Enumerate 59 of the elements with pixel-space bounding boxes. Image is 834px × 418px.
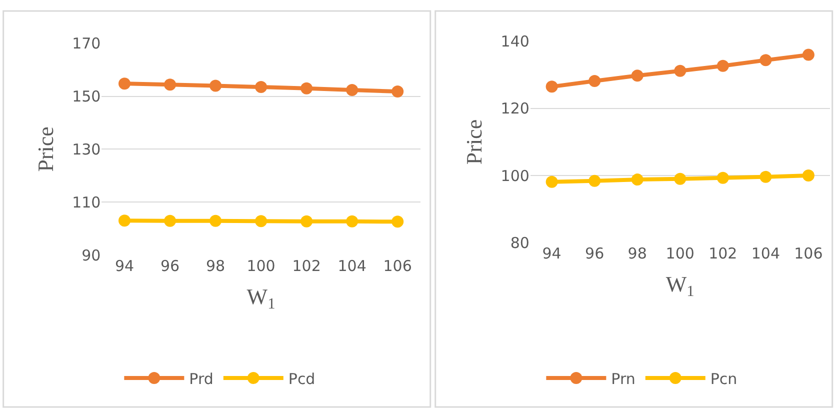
y-tick-label: 150 <box>72 88 101 106</box>
point <box>164 78 176 91</box>
point <box>118 214 131 227</box>
y-tick-label: 170 <box>72 34 101 53</box>
legend-label: Pcn <box>710 370 738 388</box>
legend-label: Prd <box>189 370 214 388</box>
y-tick-label: 120 <box>500 100 530 118</box>
point <box>716 172 729 184</box>
point <box>716 60 729 72</box>
point <box>631 70 644 82</box>
point <box>346 215 358 228</box>
point <box>546 176 558 188</box>
point <box>674 64 686 77</box>
y-tick-label: 140 <box>500 32 530 51</box>
x-tick-label: 94 <box>114 257 134 275</box>
point <box>346 84 358 96</box>
y-axis-title: Price <box>462 119 487 165</box>
x-tick-label: 94 <box>542 244 562 263</box>
point <box>631 174 644 186</box>
y-tick-label: 110 <box>72 193 101 212</box>
x-tick-label: 98 <box>206 257 226 275</box>
y-tick-label: 130 <box>72 140 101 158</box>
x-axis-title: W$_{1}$ <box>246 284 276 313</box>
x-tick-label: 102 <box>708 244 738 263</box>
y-tick-label: 80 <box>510 234 530 252</box>
y-axis-title: Price <box>32 126 58 172</box>
y-tick-label: 100 <box>500 166 530 185</box>
point <box>210 214 222 227</box>
x-tick-label: 100 <box>246 257 276 275</box>
x-tick-label: 96 <box>585 244 604 263</box>
point <box>210 80 222 92</box>
x-tick-label: 106 <box>383 257 412 275</box>
y-tick-label: 90 <box>82 246 101 264</box>
x-tick-label: 104 <box>338 257 366 275</box>
point <box>118 78 131 90</box>
point <box>760 54 772 66</box>
point <box>546 80 558 93</box>
point <box>588 174 601 187</box>
legend-label: Prn <box>611 370 636 388</box>
x-axis-title: W$_{1}$ <box>666 272 694 300</box>
x-tick-label: 102 <box>292 257 321 275</box>
point <box>802 170 814 182</box>
point <box>760 170 772 183</box>
point <box>802 48 814 61</box>
point <box>392 216 404 228</box>
x-tick-label: 96 <box>160 257 180 275</box>
point <box>300 215 313 228</box>
x-tick-label: 104 <box>751 244 780 263</box>
x-tick-label: 98 <box>628 244 647 263</box>
point <box>392 86 404 98</box>
point <box>255 81 268 94</box>
point <box>588 74 601 87</box>
point <box>255 215 268 228</box>
point <box>164 214 176 227</box>
legend-label: Pcd <box>288 370 316 388</box>
x-tick-label: 106 <box>794 244 823 263</box>
point <box>674 172 686 185</box>
point <box>300 82 313 94</box>
x-tick-label: 100 <box>666 244 694 263</box>
